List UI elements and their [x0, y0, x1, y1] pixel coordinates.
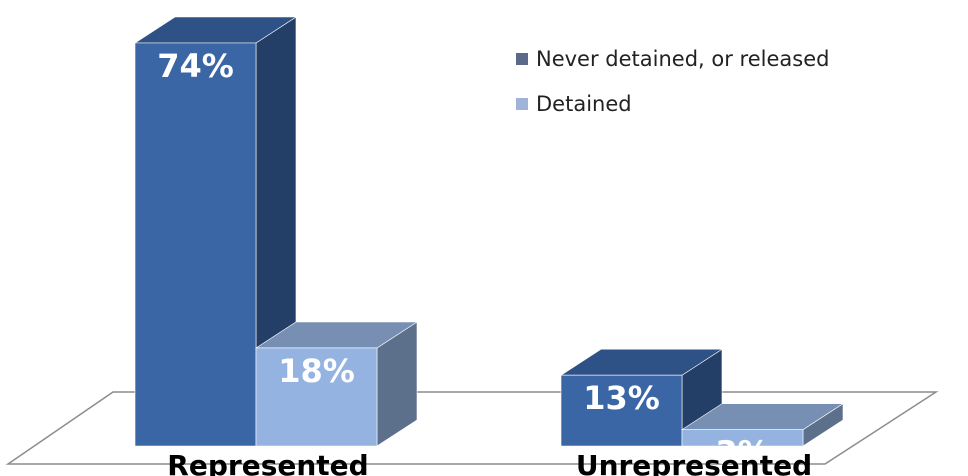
legend-swatch-icon	[516, 98, 528, 110]
data-label: 3%	[715, 434, 769, 472]
data-label: 74%	[157, 47, 234, 85]
data-label: 13%	[583, 379, 660, 417]
bar-front-face	[255, 347, 378, 447]
bars-layer	[133, 16, 845, 447]
category-label: Represented	[167, 449, 368, 476]
bar-front-face	[134, 42, 257, 447]
legend-item-never-detained: Never detained, or released	[516, 44, 829, 74]
bar-unrepresented-detained	[680, 403, 845, 447]
legend-item-detained: Detained	[516, 89, 829, 119]
legend: Never detained, or released Detained	[516, 44, 829, 134]
bar-represented-detained	[254, 321, 419, 447]
legend-label: Detained	[536, 92, 632, 116]
category-label: Unrepresented	[576, 449, 812, 476]
data-label: 18%	[278, 352, 355, 390]
legend-label: Never detained, or released	[536, 47, 830, 71]
labels-layer: 74% 18% 13% 3% Represented Unrepresented	[157, 47, 812, 476]
legend-swatch-icon	[516, 53, 528, 65]
bar-front-face	[681, 429, 804, 447]
